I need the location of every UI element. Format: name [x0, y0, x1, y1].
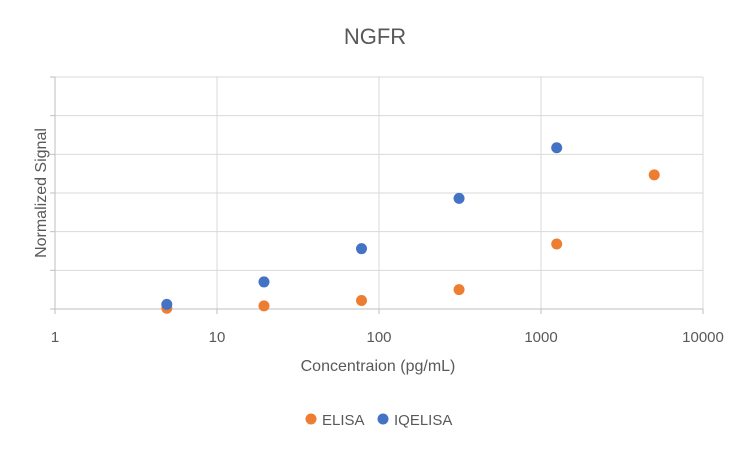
legend: ELISA IQELISA — [305, 412, 452, 429]
data-point-iqelisa — [356, 243, 368, 255]
legend-item-elisa: ELISA — [305, 412, 365, 429]
data-point-elisa — [648, 169, 660, 181]
data-point-iqelisa — [453, 192, 465, 204]
x-tick-label: 10 — [209, 329, 226, 346]
x-axis-label: Concentraion (pg/mL) — [301, 358, 456, 375]
legend-label: IQELISA — [394, 412, 452, 429]
data-point-iqelisa — [258, 276, 270, 288]
data-point-elisa — [258, 300, 270, 312]
legend-marker — [305, 413, 317, 425]
y-axis-label: Normalized Signal — [33, 128, 50, 258]
legend-item-iqelisa: IQELISA — [377, 412, 452, 429]
x-tick-label: 100 — [366, 329, 391, 346]
gridlines — [55, 76, 704, 309]
data-point-elisa — [551, 238, 563, 250]
chart-title: NGFR — [344, 24, 406, 49]
x-tick-label: 1000 — [524, 329, 557, 346]
x-tick-labels: 1 10 100 1000 10000 — [51, 329, 724, 346]
data-point-iqelisa — [551, 142, 563, 154]
data-point-elisa — [356, 294, 368, 306]
data-point-elisa — [453, 284, 465, 296]
data-point-iqelisa — [161, 298, 173, 310]
legend-label: ELISA — [322, 412, 365, 429]
x-tick-label: 1 — [51, 329, 59, 346]
legend-marker — [377, 413, 389, 425]
x-tick-label: 10000 — [682, 329, 724, 346]
axes — [50, 76, 704, 314]
data-points — [161, 142, 660, 314]
